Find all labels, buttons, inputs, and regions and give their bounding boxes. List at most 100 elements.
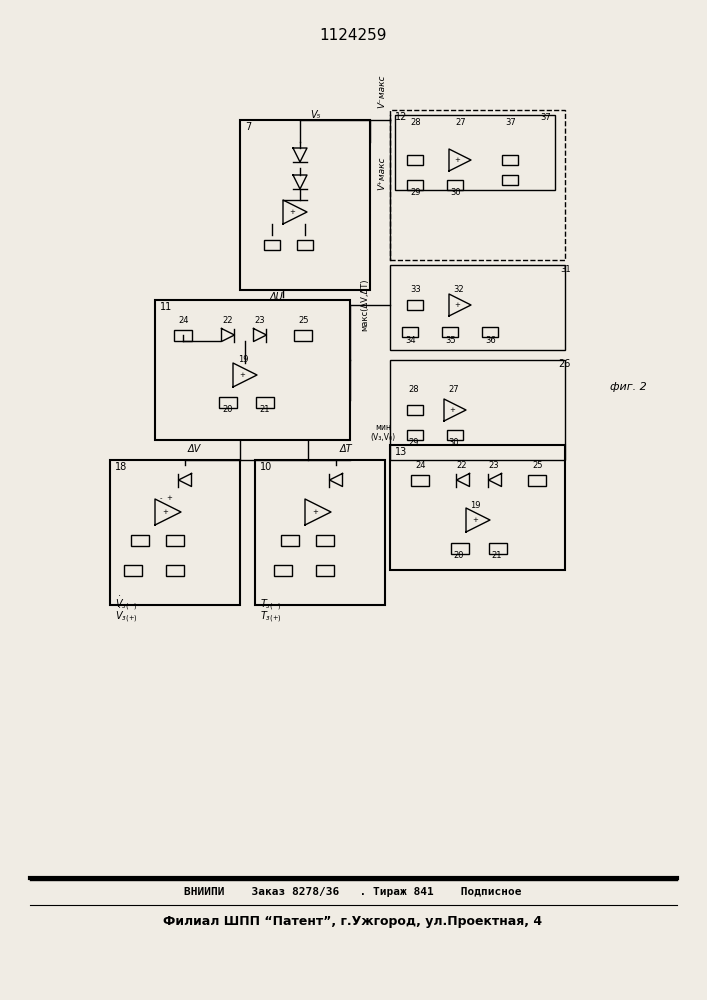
Bar bbox=[281, 534, 299, 546]
Text: +: + bbox=[312, 509, 317, 515]
Text: 33: 33 bbox=[410, 285, 421, 294]
Text: 23: 23 bbox=[254, 316, 264, 325]
Text: мин
(V₃,V₀): мин (V₃,V₀) bbox=[370, 423, 395, 442]
Bar bbox=[255, 460, 385, 605]
Bar bbox=[390, 445, 565, 570]
Bar bbox=[451, 542, 469, 554]
Bar bbox=[316, 564, 334, 576]
Text: $T_{з(-)}$: $T_{з(-)}$ bbox=[260, 598, 282, 613]
Text: 37: 37 bbox=[540, 113, 551, 122]
Bar bbox=[482, 327, 498, 337]
Text: 34: 34 bbox=[405, 336, 416, 345]
Text: Филиал ШПП “Патент”, г.Ужгород, ул.Проектная, 4: Филиал ШПП “Патент”, г.Ужгород, ул.Проек… bbox=[163, 916, 542, 928]
Text: 29: 29 bbox=[408, 438, 419, 447]
Text: V⁻макс: V⁻макс bbox=[378, 75, 387, 108]
Text: $\dot{V}_{з(+)}$: $\dot{V}_{з(+)}$ bbox=[115, 607, 138, 625]
Bar bbox=[294, 330, 312, 340]
Text: 32: 32 bbox=[453, 285, 464, 294]
Text: 25: 25 bbox=[532, 461, 542, 470]
Bar bbox=[174, 330, 192, 340]
Bar bbox=[447, 430, 463, 440]
Bar bbox=[489, 542, 507, 554]
Text: 20: 20 bbox=[222, 405, 233, 414]
Bar bbox=[447, 180, 463, 190]
Bar bbox=[407, 300, 423, 310]
Text: 1124259: 1124259 bbox=[320, 27, 387, 42]
Text: V⁺макс: V⁺макс bbox=[378, 156, 387, 190]
Bar bbox=[395, 115, 555, 190]
Text: +: + bbox=[162, 509, 168, 515]
Bar bbox=[407, 430, 423, 440]
Text: 31: 31 bbox=[560, 265, 571, 274]
Bar bbox=[407, 180, 423, 190]
Bar bbox=[528, 475, 546, 486]
Bar bbox=[124, 564, 142, 576]
Text: +: + bbox=[455, 302, 460, 308]
Text: 19: 19 bbox=[238, 355, 248, 364]
Text: V₅: V₅ bbox=[310, 110, 320, 120]
Text: 25: 25 bbox=[298, 316, 308, 325]
Text: 28: 28 bbox=[408, 385, 419, 394]
Text: ΔV: ΔV bbox=[188, 444, 201, 454]
Text: 28: 28 bbox=[410, 118, 421, 127]
Text: 10: 10 bbox=[260, 462, 272, 472]
Text: +: + bbox=[455, 157, 460, 163]
Text: $T_{з(+)}$: $T_{з(+)}$ bbox=[260, 610, 282, 625]
Bar bbox=[256, 396, 274, 408]
Text: 23: 23 bbox=[488, 461, 498, 470]
Bar bbox=[390, 360, 565, 460]
Bar bbox=[407, 155, 423, 165]
Text: 30: 30 bbox=[448, 438, 459, 447]
Bar bbox=[110, 460, 240, 605]
Text: 7: 7 bbox=[245, 122, 251, 132]
Text: 29: 29 bbox=[410, 188, 421, 197]
Bar bbox=[390, 265, 565, 350]
Bar bbox=[297, 240, 313, 250]
Bar bbox=[264, 240, 280, 250]
Text: 30: 30 bbox=[450, 188, 461, 197]
Text: 27: 27 bbox=[455, 118, 466, 127]
Bar bbox=[219, 396, 237, 408]
Bar bbox=[502, 175, 518, 185]
Text: 21: 21 bbox=[491, 551, 501, 560]
Text: 20: 20 bbox=[453, 551, 464, 560]
Bar bbox=[442, 327, 458, 337]
Bar bbox=[402, 327, 418, 337]
Text: 27: 27 bbox=[448, 385, 459, 394]
Text: $\dot{V}_{з(-)}$: $\dot{V}_{з(-)}$ bbox=[115, 595, 138, 613]
Text: 37: 37 bbox=[505, 118, 515, 127]
Text: ΔU: ΔU bbox=[270, 292, 284, 302]
Text: -  +: - + bbox=[160, 495, 173, 501]
Text: +: + bbox=[472, 517, 478, 523]
Text: +: + bbox=[450, 407, 455, 413]
Text: 19: 19 bbox=[470, 501, 481, 510]
Text: макс(ΔV,ΔT): макс(ΔV,ΔT) bbox=[361, 279, 370, 331]
Bar bbox=[316, 534, 334, 546]
Text: ВНИИПИ    Заказ 8278/36   . Тираж 841    Подписное: ВНИИПИ Заказ 8278/36 . Тираж 841 Подписн… bbox=[185, 887, 522, 897]
Bar bbox=[407, 405, 423, 415]
Text: 24: 24 bbox=[415, 461, 426, 470]
Bar bbox=[390, 110, 565, 260]
Text: 12: 12 bbox=[395, 112, 407, 122]
Text: 21: 21 bbox=[259, 405, 269, 414]
Bar bbox=[155, 300, 350, 440]
Text: ΔT: ΔT bbox=[340, 444, 353, 454]
Bar bbox=[502, 155, 518, 165]
Text: +: + bbox=[289, 209, 295, 215]
Text: 26: 26 bbox=[558, 359, 571, 369]
Text: 35: 35 bbox=[445, 336, 455, 345]
Bar bbox=[411, 475, 429, 486]
Bar bbox=[240, 120, 370, 290]
Text: 24: 24 bbox=[178, 316, 189, 325]
Bar bbox=[166, 534, 184, 546]
Text: +: + bbox=[239, 372, 245, 378]
Text: 18: 18 bbox=[115, 462, 127, 472]
Text: 22: 22 bbox=[222, 316, 233, 325]
Text: 22: 22 bbox=[456, 461, 467, 470]
Bar bbox=[166, 564, 184, 576]
Text: 13: 13 bbox=[395, 447, 407, 457]
Bar bbox=[131, 534, 149, 546]
Bar bbox=[274, 564, 292, 576]
Text: 36: 36 bbox=[485, 336, 496, 345]
Text: 11: 11 bbox=[160, 302, 173, 312]
